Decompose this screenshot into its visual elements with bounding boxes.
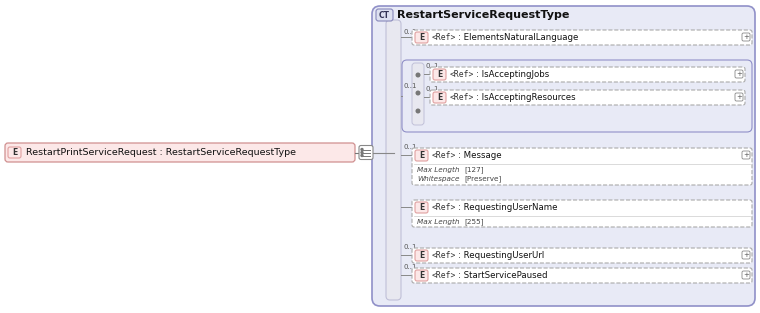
Text: [255]: [255] (464, 218, 483, 225)
FancyBboxPatch shape (412, 30, 752, 45)
Text: E: E (437, 93, 442, 102)
FancyBboxPatch shape (386, 20, 401, 300)
FancyBboxPatch shape (5, 143, 355, 162)
Text: <Ref>: <Ref> (432, 251, 456, 260)
Text: E: E (419, 33, 424, 42)
Text: [127]: [127] (464, 167, 483, 173)
Text: : StartServicePaused: : StartServicePaused (458, 271, 547, 280)
Circle shape (361, 151, 363, 153)
Text: 0..1: 0..1 (403, 144, 416, 150)
FancyBboxPatch shape (742, 271, 750, 279)
Circle shape (361, 155, 363, 156)
Text: 0..1: 0..1 (403, 29, 416, 35)
Text: +: + (736, 94, 742, 100)
Text: 0..1: 0..1 (403, 264, 416, 270)
Circle shape (416, 91, 420, 95)
FancyBboxPatch shape (430, 67, 745, 82)
Text: E: E (12, 148, 17, 157)
Circle shape (416, 73, 420, 77)
Text: <Ref>: <Ref> (450, 70, 474, 79)
FancyBboxPatch shape (412, 248, 752, 263)
Text: Max Length: Max Length (417, 167, 460, 173)
FancyBboxPatch shape (402, 60, 752, 132)
Text: Max Length: Max Length (417, 219, 460, 225)
FancyBboxPatch shape (415, 202, 428, 213)
Text: +: + (743, 34, 749, 40)
Text: <Ref>: <Ref> (450, 93, 474, 102)
FancyBboxPatch shape (742, 33, 750, 41)
Text: 0..1: 0..1 (426, 86, 439, 92)
Text: RestartServiceRequestType: RestartServiceRequestType (397, 10, 569, 20)
Text: E: E (419, 151, 424, 160)
FancyBboxPatch shape (742, 151, 750, 159)
Text: 0..1: 0..1 (403, 244, 416, 250)
Text: 0..1: 0..1 (403, 83, 416, 89)
Text: <Ref>: <Ref> (432, 33, 456, 42)
FancyBboxPatch shape (742, 251, 750, 259)
Text: +: + (743, 152, 749, 158)
Text: E: E (419, 203, 424, 212)
Text: : RequestingUserName: : RequestingUserName (458, 203, 558, 212)
Text: <Ref>: <Ref> (432, 203, 456, 212)
FancyBboxPatch shape (433, 92, 446, 103)
Text: E: E (437, 70, 442, 79)
Text: E: E (419, 251, 424, 260)
Text: [Preserve]: [Preserve] (464, 176, 502, 182)
FancyBboxPatch shape (735, 70, 743, 78)
FancyBboxPatch shape (735, 93, 743, 101)
FancyBboxPatch shape (415, 270, 428, 281)
Text: E: E (419, 271, 424, 280)
FancyBboxPatch shape (412, 63, 424, 125)
Circle shape (361, 148, 363, 151)
FancyBboxPatch shape (415, 250, 428, 261)
Text: 0..1: 0..1 (426, 63, 439, 69)
FancyBboxPatch shape (372, 6, 755, 306)
FancyBboxPatch shape (430, 90, 745, 105)
FancyBboxPatch shape (415, 32, 428, 43)
FancyBboxPatch shape (359, 146, 373, 160)
FancyBboxPatch shape (433, 69, 446, 80)
Text: +: + (743, 252, 749, 258)
Text: +: + (736, 71, 742, 77)
Circle shape (416, 109, 420, 113)
Text: +: + (743, 272, 749, 278)
FancyBboxPatch shape (415, 150, 428, 161)
Text: CT: CT (379, 11, 390, 19)
Text: <Ref>: <Ref> (432, 151, 456, 160)
Text: : IsAcceptingJobs: : IsAcceptingJobs (476, 70, 549, 79)
Text: : IsAcceptingResources: : IsAcceptingResources (476, 93, 575, 102)
Text: : Message: : Message (458, 151, 502, 160)
Text: : ElementsNaturalLanguage: : ElementsNaturalLanguage (458, 33, 578, 42)
Text: Whitespace: Whitespace (417, 176, 460, 182)
FancyBboxPatch shape (8, 147, 21, 158)
FancyBboxPatch shape (376, 9, 393, 21)
Text: RestartPrintServiceRequest : RestartServiceRequestType: RestartPrintServiceRequest : RestartServ… (26, 148, 296, 157)
FancyBboxPatch shape (412, 200, 752, 227)
FancyBboxPatch shape (412, 148, 752, 185)
FancyBboxPatch shape (412, 268, 752, 283)
Text: <Ref>: <Ref> (432, 271, 456, 280)
Text: : RequestingUserUrl: : RequestingUserUrl (458, 251, 544, 260)
